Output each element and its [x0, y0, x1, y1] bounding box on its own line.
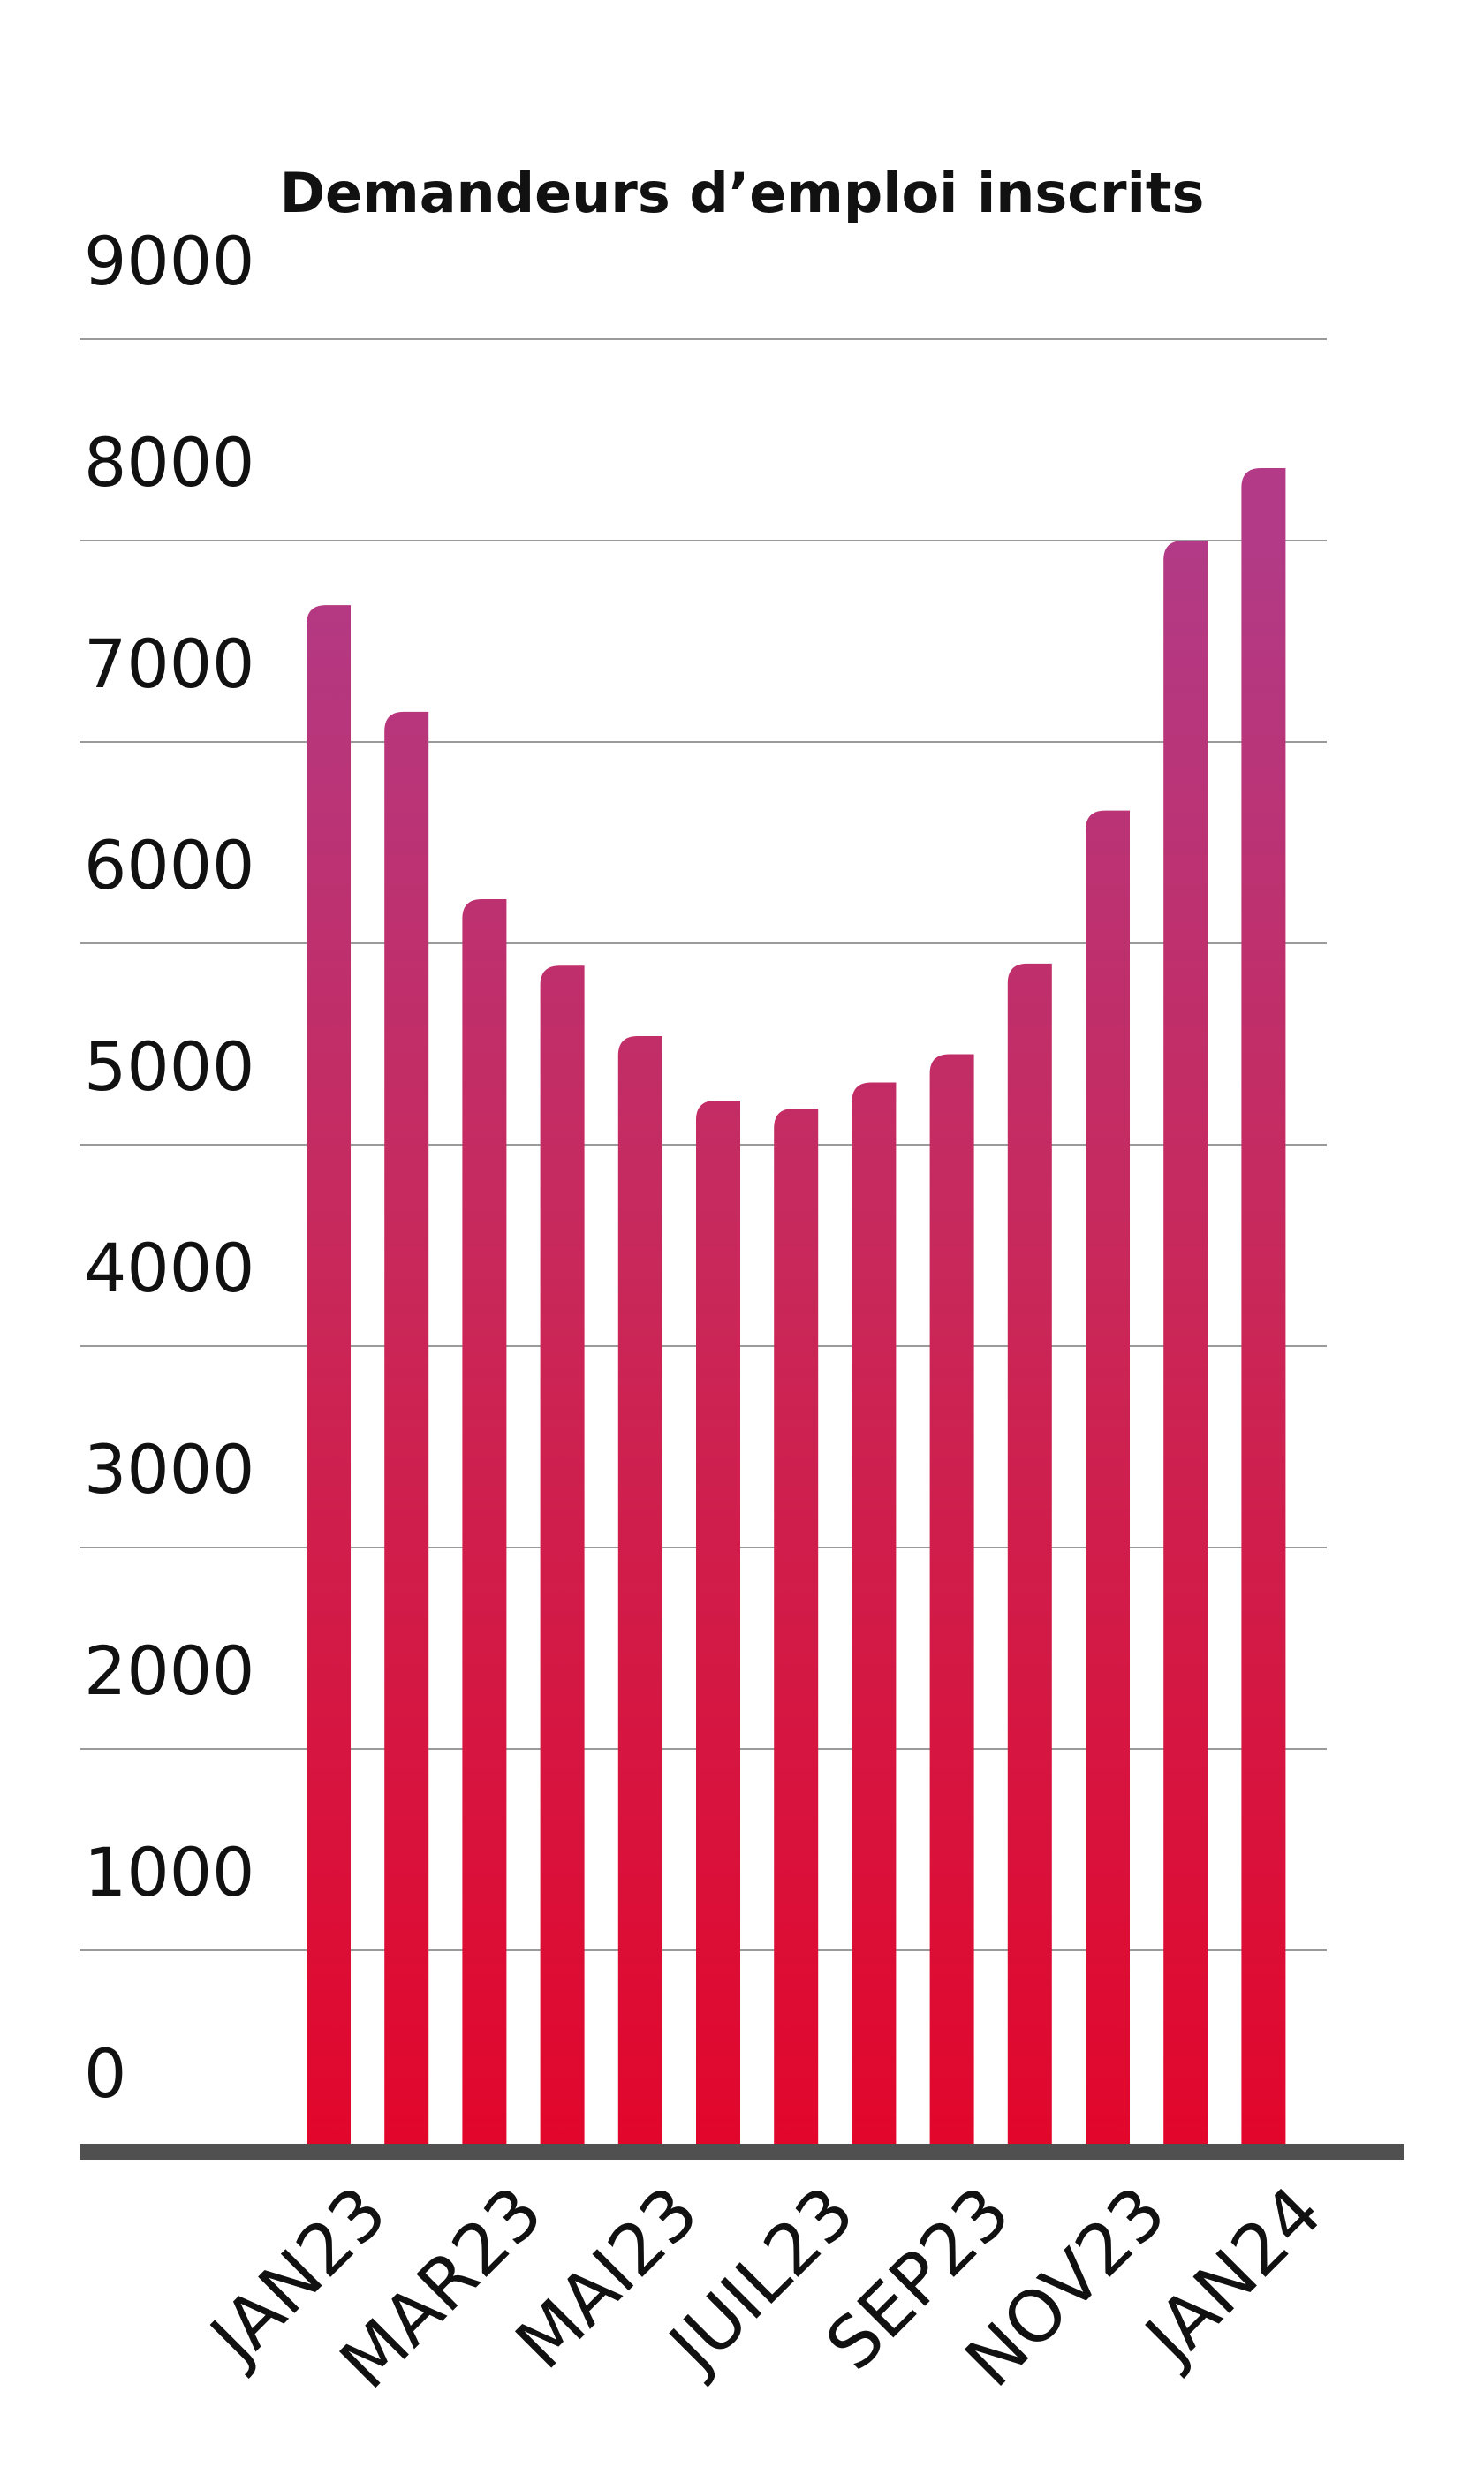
y-tick-label: 4000 [84, 1229, 254, 1307]
y-tick-label: 2000 [84, 1631, 254, 1710]
y-tick-label: 6000 [84, 826, 254, 904]
y-tick-label: 8000 [84, 423, 254, 502]
bar-jun23 [696, 1100, 740, 2144]
bars [307, 468, 1286, 2145]
bar-nov23 [1086, 810, 1130, 2144]
bar-dec23 [1163, 541, 1208, 2144]
x-tick-label: JAN24 [1127, 2171, 1337, 2381]
y-tick-label: 9000 [84, 222, 254, 300]
bar-mai23 [617, 1036, 662, 2144]
bar-fev23 [384, 711, 429, 2145]
bar-avr23 [540, 965, 585, 2144]
bar-mar23 [462, 898, 507, 2145]
y-tick-label: 5000 [84, 1027, 254, 1106]
bar-jan24 [1241, 468, 1286, 2144]
y-tick-label: 3000 [84, 1430, 254, 1509]
bar-oct23 [1007, 963, 1052, 2144]
bar-juil23 [774, 1109, 819, 2144]
bar-sep23 [929, 1054, 974, 2144]
y-tick-label: 1000 [84, 1833, 254, 1911]
y-tick-label: 7000 [84, 624, 254, 703]
y-tick-label: 0 [84, 2034, 126, 2113]
y-axis-ticks: 0 1000 2000 3000 4000 5000 6000 7000 8000 9000 [84, 222, 254, 2113]
bar-jan23 [307, 605, 351, 2144]
bar-aou23 [852, 1082, 897, 2144]
chart-title: Demandeurs d’emploi inscrits [280, 161, 1205, 225]
